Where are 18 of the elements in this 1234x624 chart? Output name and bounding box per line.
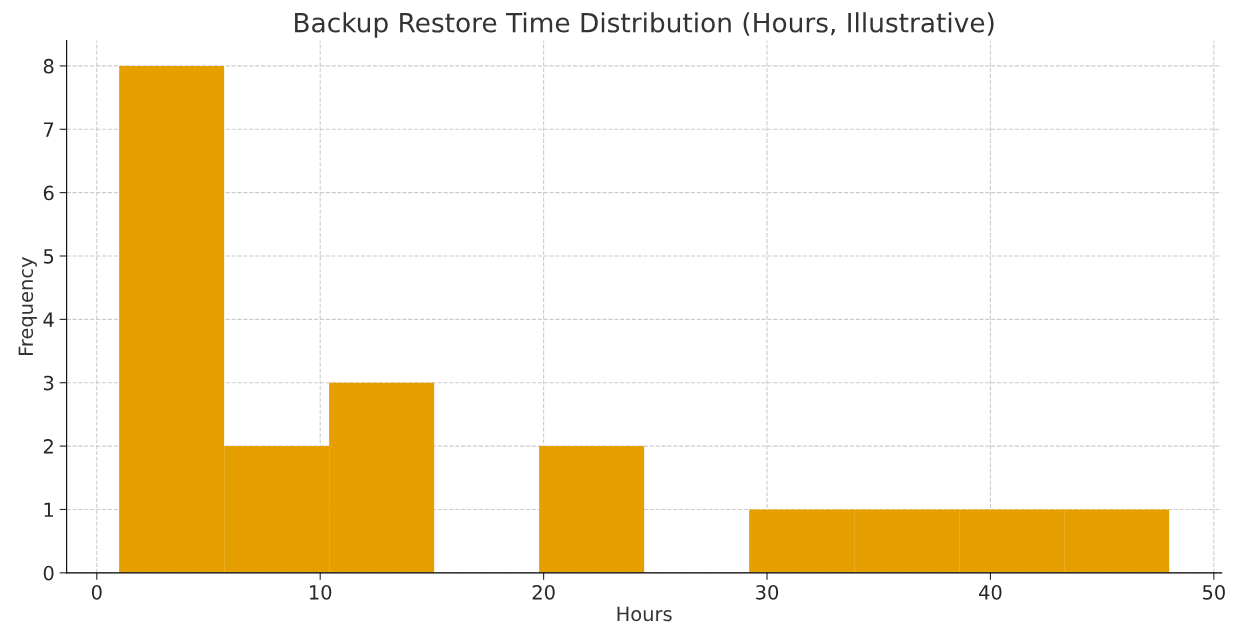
y-tick-label: 4 xyxy=(43,312,54,327)
x-tick-label: 20 xyxy=(532,584,555,600)
y-tick-label: 8 xyxy=(43,58,54,74)
y-tick-label: 3 xyxy=(43,375,54,391)
x-axis-title: Hours xyxy=(617,606,672,622)
x-tick-label: 40 xyxy=(979,584,1002,600)
y-tick-label: 7 xyxy=(44,122,54,137)
x-tick-label: 0 xyxy=(91,584,102,600)
x-tick-label: 50 xyxy=(1202,584,1225,600)
x-tick-label: 30 xyxy=(756,584,779,600)
y-axis-title: Frequency xyxy=(18,257,37,356)
chart-title: Backup Restore Time Distribution (Hours, Illustrative) xyxy=(295,12,994,38)
y-tick-label: 6 xyxy=(43,185,54,201)
y-tick-label: 1 xyxy=(44,502,54,517)
y-tick-label: 0 xyxy=(43,565,54,581)
x-tick-label: 10 xyxy=(309,584,332,600)
y-tick-label: 2 xyxy=(43,439,53,454)
y-tick-label: 5 xyxy=(43,249,54,264)
